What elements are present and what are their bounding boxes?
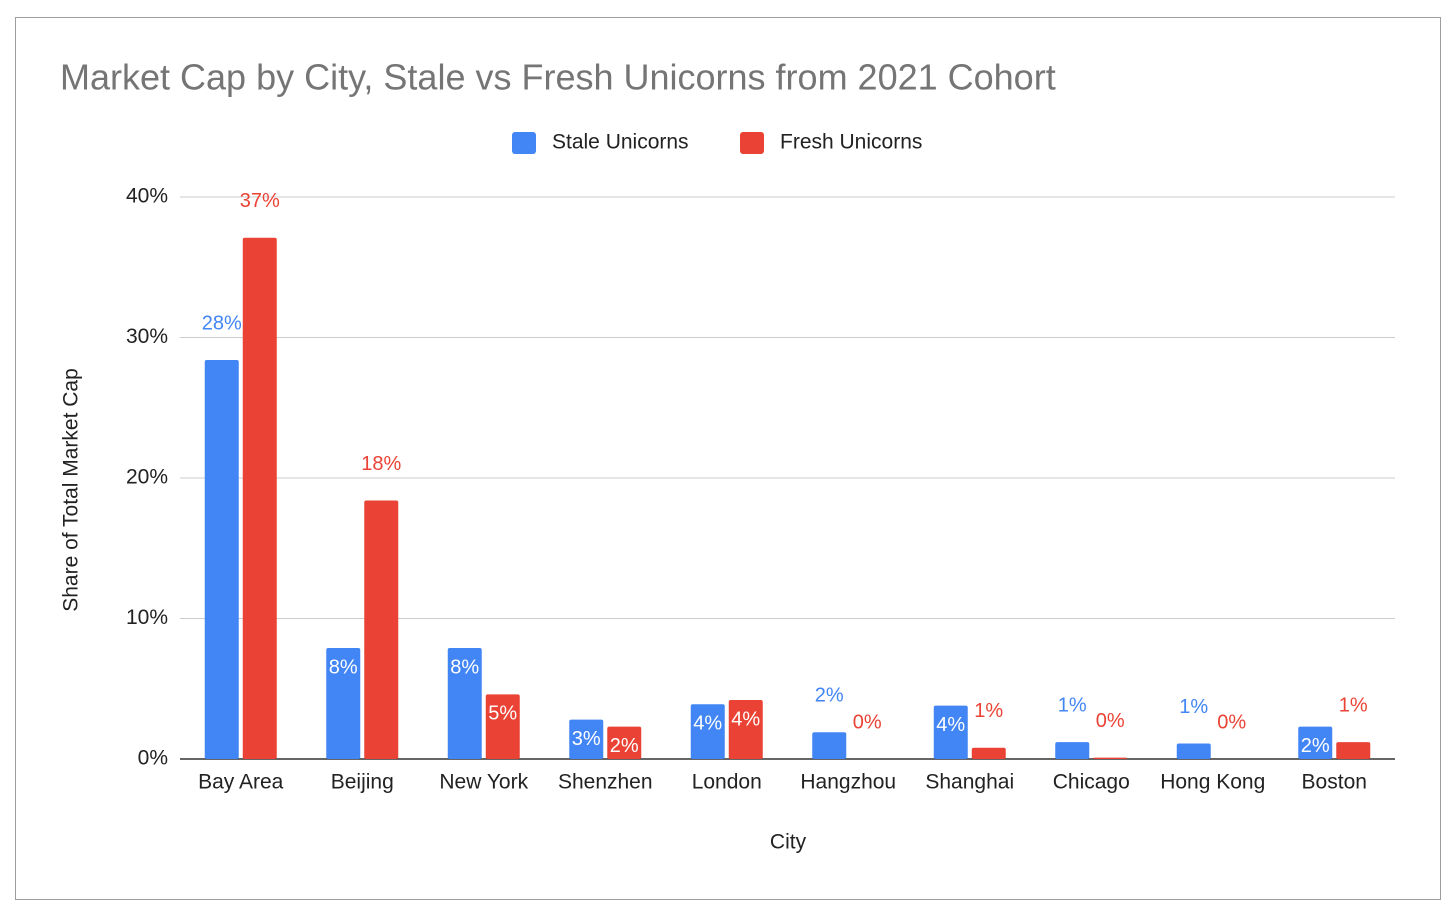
legend-swatch xyxy=(512,132,536,154)
bar xyxy=(1298,726,1333,759)
bar xyxy=(1093,757,1128,759)
data-label: 3% xyxy=(572,728,601,750)
y-tick-label: 20% xyxy=(126,466,168,489)
bar xyxy=(690,704,725,759)
data-label: 4% xyxy=(731,708,760,730)
data-label: 4% xyxy=(693,712,722,734)
bar xyxy=(971,747,1006,759)
x-tick-label: Shanghai xyxy=(925,771,1014,794)
data-label: 28% xyxy=(202,312,242,334)
data-label: 4% xyxy=(936,714,965,736)
bar xyxy=(485,694,520,759)
bar xyxy=(1176,743,1211,759)
data-label: 2% xyxy=(1301,735,1330,757)
y-tick-label: 10% xyxy=(126,606,168,629)
y-tick-label: 0% xyxy=(138,747,168,770)
x-tick-label: Beijing xyxy=(331,771,394,794)
legend-label: Fresh Unicorns xyxy=(780,131,922,154)
x-axis-title: City xyxy=(770,831,807,854)
chart-title: Market Cap by City, Stale vs Fresh Unico… xyxy=(60,57,1056,98)
x-tick-label: London xyxy=(692,771,762,794)
bar xyxy=(1055,742,1090,759)
data-label: 0% xyxy=(1096,710,1125,732)
data-label: 37% xyxy=(240,190,280,212)
data-label: 2% xyxy=(815,685,844,707)
data-label: 1% xyxy=(1179,696,1208,718)
y-tick-label: 40% xyxy=(126,185,168,208)
x-tick-label: New York xyxy=(439,771,528,794)
bar xyxy=(812,732,847,759)
x-tick-label: Chicago xyxy=(1053,771,1130,794)
data-label: 1% xyxy=(974,700,1003,722)
bar xyxy=(364,500,399,759)
x-tick-label: Hong Kong xyxy=(1160,771,1265,794)
bar xyxy=(204,359,239,759)
x-tick-label: Bay Area xyxy=(198,771,284,794)
bar xyxy=(447,648,482,759)
legend-label: Stale Unicorns xyxy=(552,131,689,154)
bar xyxy=(933,705,968,759)
data-label: 2% xyxy=(610,735,639,757)
bar xyxy=(607,726,642,759)
bar xyxy=(728,699,763,759)
data-label: 18% xyxy=(361,453,401,475)
bar xyxy=(1336,742,1371,759)
bar xyxy=(326,648,361,759)
bar xyxy=(242,237,277,759)
data-label: 5% xyxy=(488,703,517,725)
legend-swatch xyxy=(740,132,764,154)
x-tick-label: Shenzhen xyxy=(558,771,653,794)
data-label: 8% xyxy=(450,656,479,678)
y-axis-title: Share of Total Market Cap xyxy=(60,368,83,612)
data-label: 1% xyxy=(1058,694,1087,716)
data-label: 8% xyxy=(329,656,358,678)
y-tick-label: 30% xyxy=(126,325,168,348)
bar xyxy=(569,719,604,759)
data-label: 0% xyxy=(853,711,882,733)
x-tick-label: Boston xyxy=(1302,771,1367,794)
data-label: 1% xyxy=(1339,694,1368,716)
x-tick-label: Hangzhou xyxy=(800,771,896,794)
data-label: 0% xyxy=(1217,711,1246,733)
